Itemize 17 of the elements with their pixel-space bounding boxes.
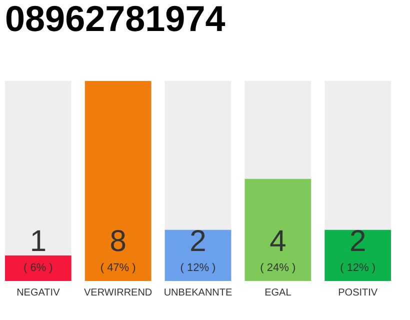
bar <box>5 255 72 281</box>
x-tick-label: NEGATIV <box>16 288 60 298</box>
data-label: ( 24% ) <box>260 262 296 274</box>
data-label: ( 12% ) <box>180 262 216 274</box>
data-label: ( 47% ) <box>100 262 136 274</box>
x-tick-label: VERWIRREND <box>84 288 152 298</box>
data-label: ( 12% ) <box>340 262 376 274</box>
annotation: 2 <box>190 225 206 258</box>
annotation: 4 <box>270 225 286 258</box>
annotation: 2 <box>349 225 366 258</box>
chart-title: 08962781974 <box>5 0 226 39</box>
annotation: 1 <box>30 225 47 258</box>
x-tick-label: EGAL <box>264 288 292 298</box>
annotation: 8 <box>110 225 126 258</box>
x-tick-label: POSITIV <box>338 288 378 298</box>
x-tick-label: UNBEKANNTE <box>164 288 232 298</box>
data-label: ( 6% ) <box>23 262 53 274</box>
